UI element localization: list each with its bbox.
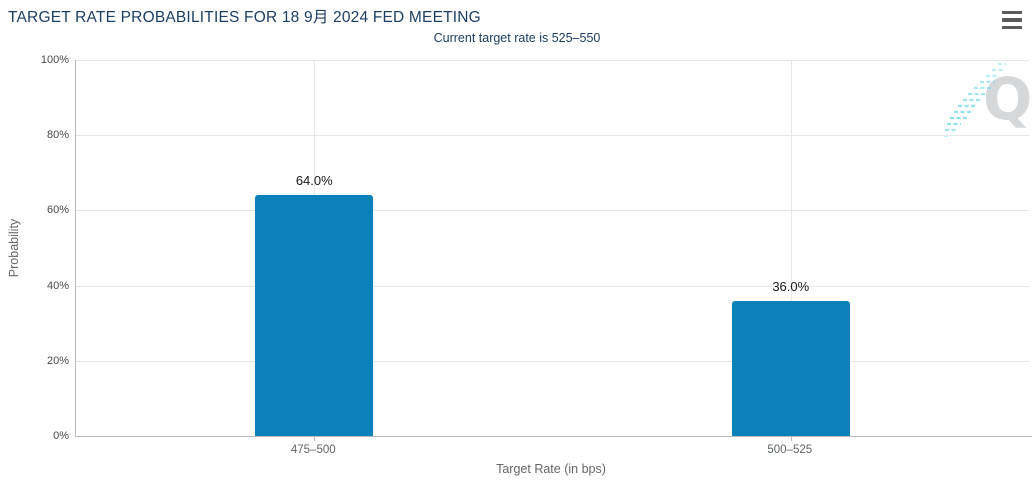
x-axis-labels: 475–500 500–525	[75, 444, 1028, 458]
y-tick-label: 20%	[46, 354, 69, 367]
y-tick-label: 100%	[40, 54, 69, 66]
chart-title: TARGET RATE PROBABILITIES FOR 18 9月 2024…	[8, 9, 481, 26]
y-tick-label: 0%	[53, 430, 69, 442]
y-gridline	[76, 60, 1029, 61]
x-axis-tick	[790, 436, 792, 441]
plot-area: 64.0% 36.0%	[75, 60, 1029, 441]
x-tick-label: 475–500	[290, 444, 336, 456]
y-gridline	[76, 285, 1029, 287]
probability-bar[interactable]	[255, 195, 374, 436]
y-axis-labels: 0% 20% 40% 60% 80% 100%	[0, 54, 69, 442]
y-gridline	[76, 135, 1029, 137]
y-gridline	[76, 210, 1029, 212]
x-axis-title: Target Rate (in bps)	[496, 462, 606, 476]
chart-context-menu-button[interactable]	[999, 9, 1025, 31]
y-tick-label: 80%	[46, 129, 69, 142]
chart-subtitle: Current target rate is 525–550	[433, 31, 601, 45]
x-axis-tick	[314, 436, 316, 441]
y-gridline	[76, 360, 1029, 362]
x-tick-label: 500–525	[767, 444, 813, 456]
bar-value-label: 36.0%	[772, 278, 810, 294]
bar-value-label: 64.0%	[295, 173, 333, 189]
x-gridline	[790, 60, 792, 436]
y-tick-label: 40%	[46, 279, 69, 292]
x-axis-line	[75, 436, 1032, 437]
hamburger-icon	[1002, 11, 1022, 29]
y-tick-label: 60%	[46, 204, 69, 217]
probability-bar[interactable]	[731, 300, 850, 436]
